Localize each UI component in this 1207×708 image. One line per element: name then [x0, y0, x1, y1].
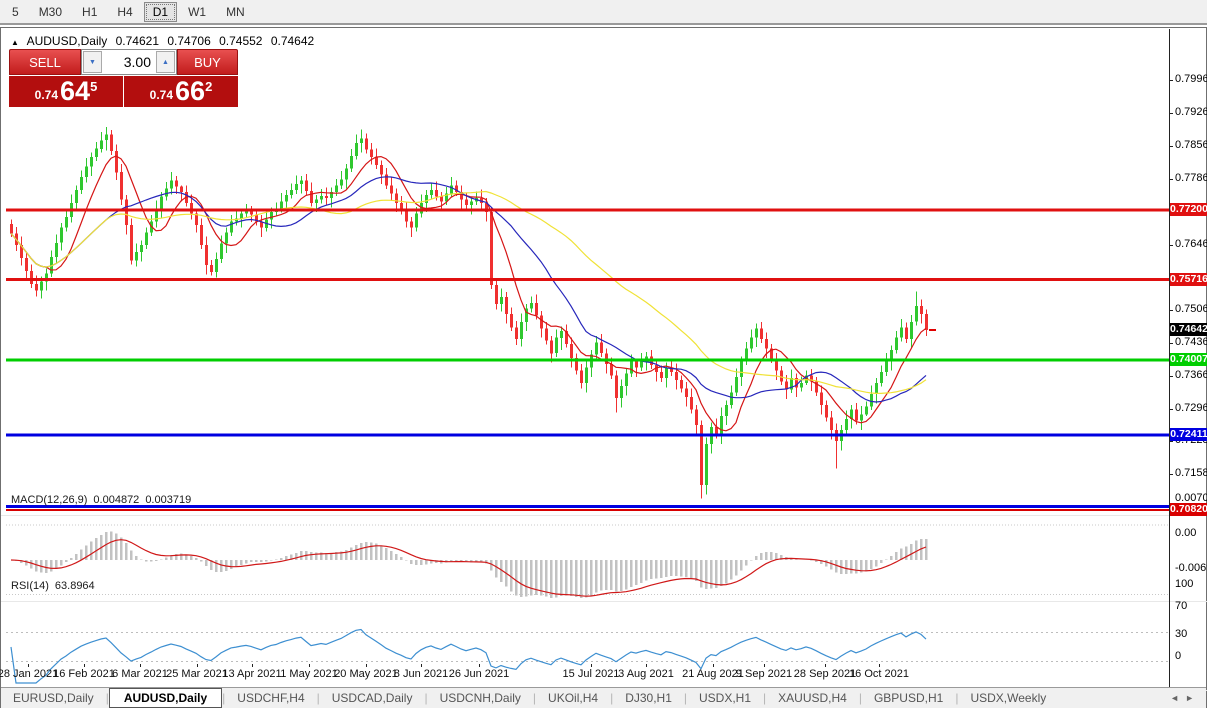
chart-tab-dj30-h1[interactable]: DJ30,H1: [625, 691, 672, 705]
chart-tab-xauusd-h4[interactable]: XAUUSD,H4: [778, 691, 847, 705]
chart-tab-gbpusd-h1[interactable]: GBPUSD,H1: [873, 691, 944, 705]
timeframe-button-w1[interactable]: W1: [188, 4, 207, 19]
chart-header: ▲ AUDUSD,Daily 0.74621 0.74706 0.74552 0…: [11, 34, 314, 48]
timeframe-button-d1[interactable]: D1: [143, 1, 178, 22]
tab-separator: |: [955, 691, 959, 705]
chart-tab-usdx-weekly[interactable]: USDX,Weekly: [970, 691, 1047, 705]
chart-tab-eurusd-daily[interactable]: EURUSD,Daily: [13, 691, 94, 705]
macd-signal-value: 0.003719: [145, 494, 192, 506]
tab-separator: |: [858, 691, 862, 705]
tab-separator: |: [222, 691, 226, 705]
buy-price-display[interactable]: 0.74 66 2: [124, 76, 238, 107]
chevron-up-icon: ▲: [162, 58, 169, 66]
chart-tab-usdchf-h4[interactable]: USDCHF,H4: [237, 691, 305, 705]
ohlc-high: 0.74706: [167, 34, 211, 48]
sell-button[interactable]: SELL: [9, 49, 81, 75]
chart-tab-bar: EURUSD,Daily | AUDUSD,Daily | USDCHF,H4 | USDC…: [1, 687, 1206, 708]
macd-axis-tick: -0.00692: [1175, 561, 1207, 574]
buy-button[interactable]: BUY: [177, 49, 238, 75]
chart-tab-ukoil-h4[interactable]: UKOil,H4: [548, 691, 599, 705]
macd-indicator-label: MACD(12,26,9) 0.004872 0.003719: [11, 494, 191, 506]
sell-price-prefix: 0.74: [34, 88, 59, 102]
tab-separator: |: [683, 691, 687, 705]
ohlc-low: 0.74552: [219, 34, 263, 48]
price-level-label: 0.70820: [1170, 502, 1207, 516]
timeframe-button-m30[interactable]: M30: [38, 4, 63, 19]
tab-separator: |: [610, 691, 614, 705]
volume-increase-button[interactable]: ▲: [156, 51, 175, 73]
price-chart-canvas[interactable]: [6, 58, 1169, 515]
tab-separator: |: [532, 691, 537, 705]
tab-separator: |: [105, 691, 109, 705]
chart-tab-audusd-daily[interactable]: AUDUSD,Daily: [108, 688, 223, 708]
rsi-value: 63.8964: [54, 580, 95, 592]
ohlc-open: 0.74621: [115, 34, 160, 48]
rsi-title: RSI(14): [11, 580, 49, 592]
sell-price-big: 64: [60, 76, 91, 107]
sell-price-pip: 5: [90, 79, 98, 94]
panel-separator[interactable]: [1, 601, 1207, 602]
chart-tab-usdx-h1[interactable]: USDX,H1: [699, 691, 752, 705]
buy-price-prefix: 0.74: [149, 88, 174, 102]
rsi-axis-tick: 30: [1175, 628, 1188, 641]
rsi-axis-tick: 0: [1175, 650, 1182, 662]
tab-scroll-arrows[interactable]: ◄►: [1170, 693, 1200, 703]
chevron-down-icon: ▼: [89, 58, 96, 66]
price-level-label: 0.72411: [1170, 428, 1207, 442]
timeframe-button-h4[interactable]: H4: [117, 4, 133, 19]
price-level-label: 0.74007: [1170, 352, 1207, 366]
collapse-triangle-icon[interactable]: ▲: [11, 38, 19, 47]
current-price-label: 0.74642: [1170, 323, 1207, 337]
rsi-indicator-canvas[interactable]: [6, 604, 1169, 690]
chart-tab-usdcad-daily[interactable]: USDCAD,Daily: [331, 691, 413, 705]
tab-separator: |: [763, 691, 767, 705]
buy-price-big: 66: [175, 76, 206, 107]
one-click-trade-panel: SELL ▼ 3.00 ▲ BUY 0.74 64 5 0.74 66 2: [9, 49, 238, 107]
timeframe-button-5[interactable]: 5: [12, 4, 19, 19]
rsi-axis-tick: 100: [1175, 578, 1194, 590]
volume-spinner: ▼ 3.00 ▲: [81, 49, 177, 75]
macd-indicator-canvas[interactable]: [6, 518, 1169, 600]
price-axis-line: [1169, 29, 1170, 690]
volume-decrease-button[interactable]: ▼: [83, 51, 102, 73]
chart-tab-usdcnh-daily[interactable]: USDCNH,Daily: [439, 691, 521, 705]
panel-separator[interactable]: [1, 515, 1207, 516]
chart-symbol-title: AUDUSD,Daily: [26, 34, 108, 48]
tab-scroll-left-icon[interactable]: ◄: [1170, 693, 1186, 703]
tab-separator: |: [424, 691, 428, 705]
price-level-label: 0.75716: [1170, 272, 1207, 286]
sell-price-display[interactable]: 0.74 64 5: [9, 76, 123, 107]
timeframe-button-h1[interactable]: H1: [82, 4, 98, 19]
timeframe-toolbar: 5 M30 H1 H4 D1 W1 MN: [0, 0, 1207, 25]
volume-input[interactable]: 3.00: [123, 54, 151, 70]
timeframe-button-mn[interactable]: MN: [226, 4, 245, 19]
macd-axis-tick: 0.007015: [1175, 491, 1207, 504]
macd-axis-tick: 0.00: [1175, 527, 1197, 539]
rsi-indicator-label: RSI(14) 63.8964: [11, 580, 95, 592]
price-level-label: 0.77200: [1170, 202, 1207, 216]
tab-separator: |: [316, 691, 320, 705]
macd-title: MACD(12,26,9): [11, 494, 88, 506]
chart-window: ▲ AUDUSD,Daily 0.74621 0.74706 0.74552 0…: [0, 27, 1207, 708]
ohlc-close: 0.74642: [270, 34, 315, 48]
macd-main-value: 0.004872: [93, 494, 140, 506]
tab-scroll-right-icon[interactable]: ►: [1185, 693, 1200, 703]
buy-price-pip: 2: [205, 79, 213, 94]
